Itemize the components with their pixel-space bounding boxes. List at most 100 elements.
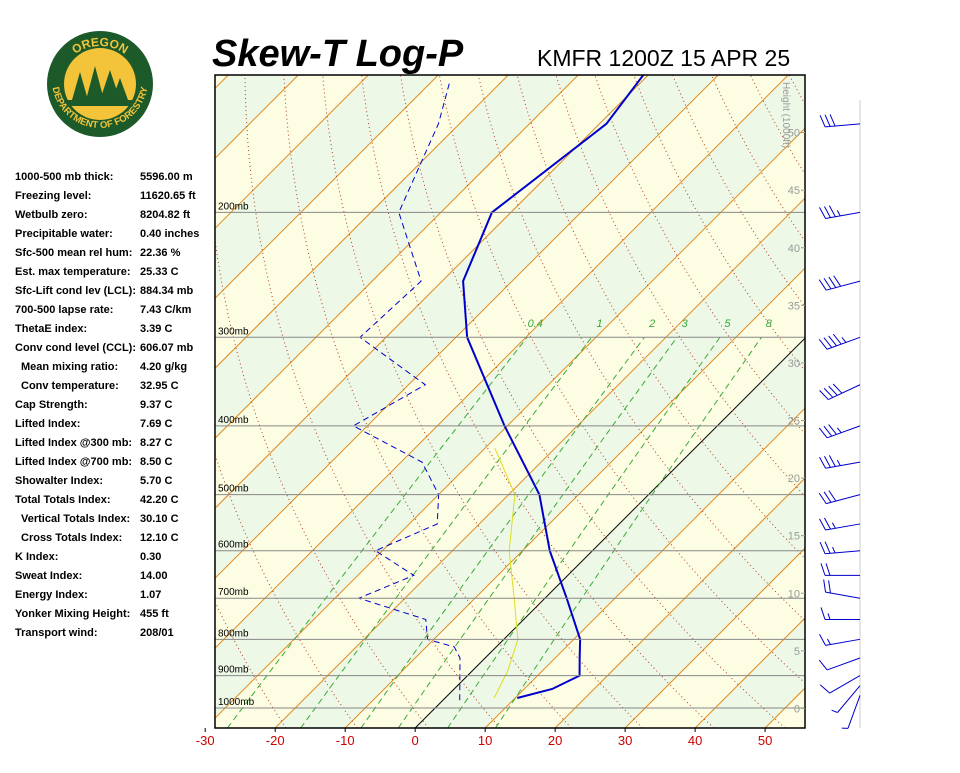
x-tick-label: -20 bbox=[266, 733, 285, 748]
station: KMFR 1200Z 15 APR 25 bbox=[537, 45, 790, 71]
dry-adiabat bbox=[516, 75, 805, 560]
pressure-label: 600mb bbox=[218, 540, 249, 551]
isotherm bbox=[344, 267, 805, 728]
stat-label: Sweat Index: bbox=[15, 570, 82, 582]
wind-barb bbox=[819, 205, 861, 219]
isotherm bbox=[215, 75, 649, 509]
wind-barb bbox=[820, 563, 860, 576]
isotherm-band bbox=[835, 75, 960, 728]
stat-label: Sfc-500 mean rel hum: bbox=[15, 247, 132, 259]
stat-label: Showalter Index: bbox=[15, 475, 103, 487]
stat-value: 1.07 bbox=[140, 589, 161, 601]
wind-barb bbox=[841, 695, 861, 729]
dry-adiabat bbox=[711, 75, 805, 243]
height-label: 35 bbox=[788, 300, 800, 312]
stat-label: Total Totals Index: bbox=[15, 494, 111, 506]
height-label: 15 bbox=[788, 531, 800, 543]
stat-label: Lifted Index @700 mb: bbox=[15, 456, 132, 468]
axes: 1000mb 900mb 800mb 700mb 600mb 500mb 400mb 300m… bbox=[196, 74, 861, 748]
sounding-line bbox=[352, 79, 461, 701]
stat-label: Est. max temperature: bbox=[15, 266, 131, 278]
height-axis-title: Height (1000ft) bbox=[780, 82, 791, 148]
dry-adiabat bbox=[283, 75, 572, 728]
dry-adiabat bbox=[828, 75, 960, 728]
stat-value: 5596.00 m bbox=[140, 171, 193, 183]
stat-label: 700-500 lapse rate: bbox=[15, 304, 113, 316]
wind-barb bbox=[819, 541, 861, 555]
wind-barb bbox=[819, 634, 861, 646]
stat-label: Conv cond level (CCL): bbox=[15, 342, 136, 354]
height-label: 30 bbox=[788, 358, 800, 370]
pressure-label: 800mb bbox=[218, 628, 249, 639]
stat-label: K Index: bbox=[15, 551, 58, 563]
dry-adiabat bbox=[945, 75, 960, 728]
height-label: 50 bbox=[788, 128, 800, 140]
stat-label: Wetbulb zero: bbox=[15, 209, 88, 221]
wind-barb bbox=[818, 424, 861, 439]
stat-value: 8.27 C bbox=[140, 437, 172, 449]
stat-label: Precipitable water: bbox=[15, 228, 113, 240]
wind-barb bbox=[818, 275, 861, 291]
height-label: 45 bbox=[788, 185, 800, 197]
logo-top-text: OREGON bbox=[69, 35, 130, 57]
pressure-label: 900mb bbox=[218, 665, 249, 676]
title: Skew-T Log-P bbox=[212, 33, 464, 75]
sounding-line bbox=[462, 75, 645, 699]
stat-value: 5.70 C bbox=[140, 475, 172, 487]
stat-label: Lifted Index @300 mb: bbox=[15, 437, 132, 449]
wind-barb bbox=[819, 383, 861, 400]
wind-barb bbox=[818, 490, 861, 505]
stat-value: 606.07 mb bbox=[140, 342, 193, 354]
stat-value: 3.39 C bbox=[140, 323, 172, 335]
mixing-ratio-line bbox=[227, 336, 528, 728]
stat-value: 4.20 g/kg bbox=[140, 361, 187, 373]
stat-value: 208/01 bbox=[140, 627, 174, 639]
dry-adiabat bbox=[672, 75, 805, 308]
stat-label: Mean mixing ratio: bbox=[21, 361, 118, 373]
stat-value: 0.40 inches bbox=[140, 228, 199, 240]
height-label: 25 bbox=[788, 416, 800, 428]
stat-value: 25.33 C bbox=[140, 266, 179, 278]
stat-value: 884.34 mb bbox=[140, 285, 193, 297]
stat-label: Cap Strength: bbox=[15, 399, 88, 411]
mixing-ratio-label: 2 bbox=[648, 318, 655, 330]
wind-barb bbox=[819, 675, 861, 694]
logo: OREGON DEPARTMENT OF FORESTRY bbox=[47, 31, 153, 137]
stat-value: 42.20 C bbox=[140, 494, 179, 506]
mixing-ratio-label: 8 bbox=[766, 318, 773, 330]
isotherm bbox=[215, 127, 805, 719]
stat-label: Cross Totals Index: bbox=[21, 532, 122, 544]
isotherm bbox=[274, 197, 805, 728]
pressure-label: 500mb bbox=[218, 484, 249, 495]
stat-label: Yonker Mixing Height: bbox=[15, 608, 130, 620]
x-tick-label: 50 bbox=[758, 733, 772, 748]
isotherm bbox=[215, 75, 579, 439]
stat-value: 7.69 C bbox=[140, 418, 172, 430]
x-tick-label: 10 bbox=[478, 733, 492, 748]
isotherm bbox=[624, 547, 805, 728]
logo-trees bbox=[72, 66, 128, 100]
isotherm bbox=[835, 75, 960, 728]
height-label: 20 bbox=[788, 473, 800, 485]
stat-label: 1000-500 mb thick: bbox=[15, 171, 113, 183]
stat-label: ThetaE index: bbox=[15, 323, 87, 335]
dry-adiabat bbox=[906, 75, 960, 728]
mixing-ratio-line bbox=[300, 336, 593, 728]
isotherm bbox=[215, 75, 509, 369]
stat-label: Sfc-Lift cond lev (LCL): bbox=[15, 285, 136, 297]
wind-barb bbox=[819, 517, 861, 531]
background: 0.4 1 2 3 5 8 bbox=[215, 75, 960, 728]
mixing-ratio-label: 1 bbox=[597, 318, 603, 330]
height-label: 40 bbox=[788, 243, 800, 255]
x-tick-label: 20 bbox=[548, 733, 562, 748]
mixing-ratio-label: 5 bbox=[724, 318, 731, 330]
isotherm bbox=[215, 75, 789, 649]
logo-center bbox=[64, 48, 136, 120]
x-tick-label: 0 bbox=[412, 733, 419, 748]
isotherm bbox=[414, 337, 805, 728]
height-label: 5 bbox=[794, 646, 800, 658]
plot-frame bbox=[214, 74, 806, 729]
stat-label: Lifted Index: bbox=[15, 418, 80, 430]
stat-value: 14.00 bbox=[140, 570, 168, 582]
x-tick-label: 30 bbox=[618, 733, 632, 748]
